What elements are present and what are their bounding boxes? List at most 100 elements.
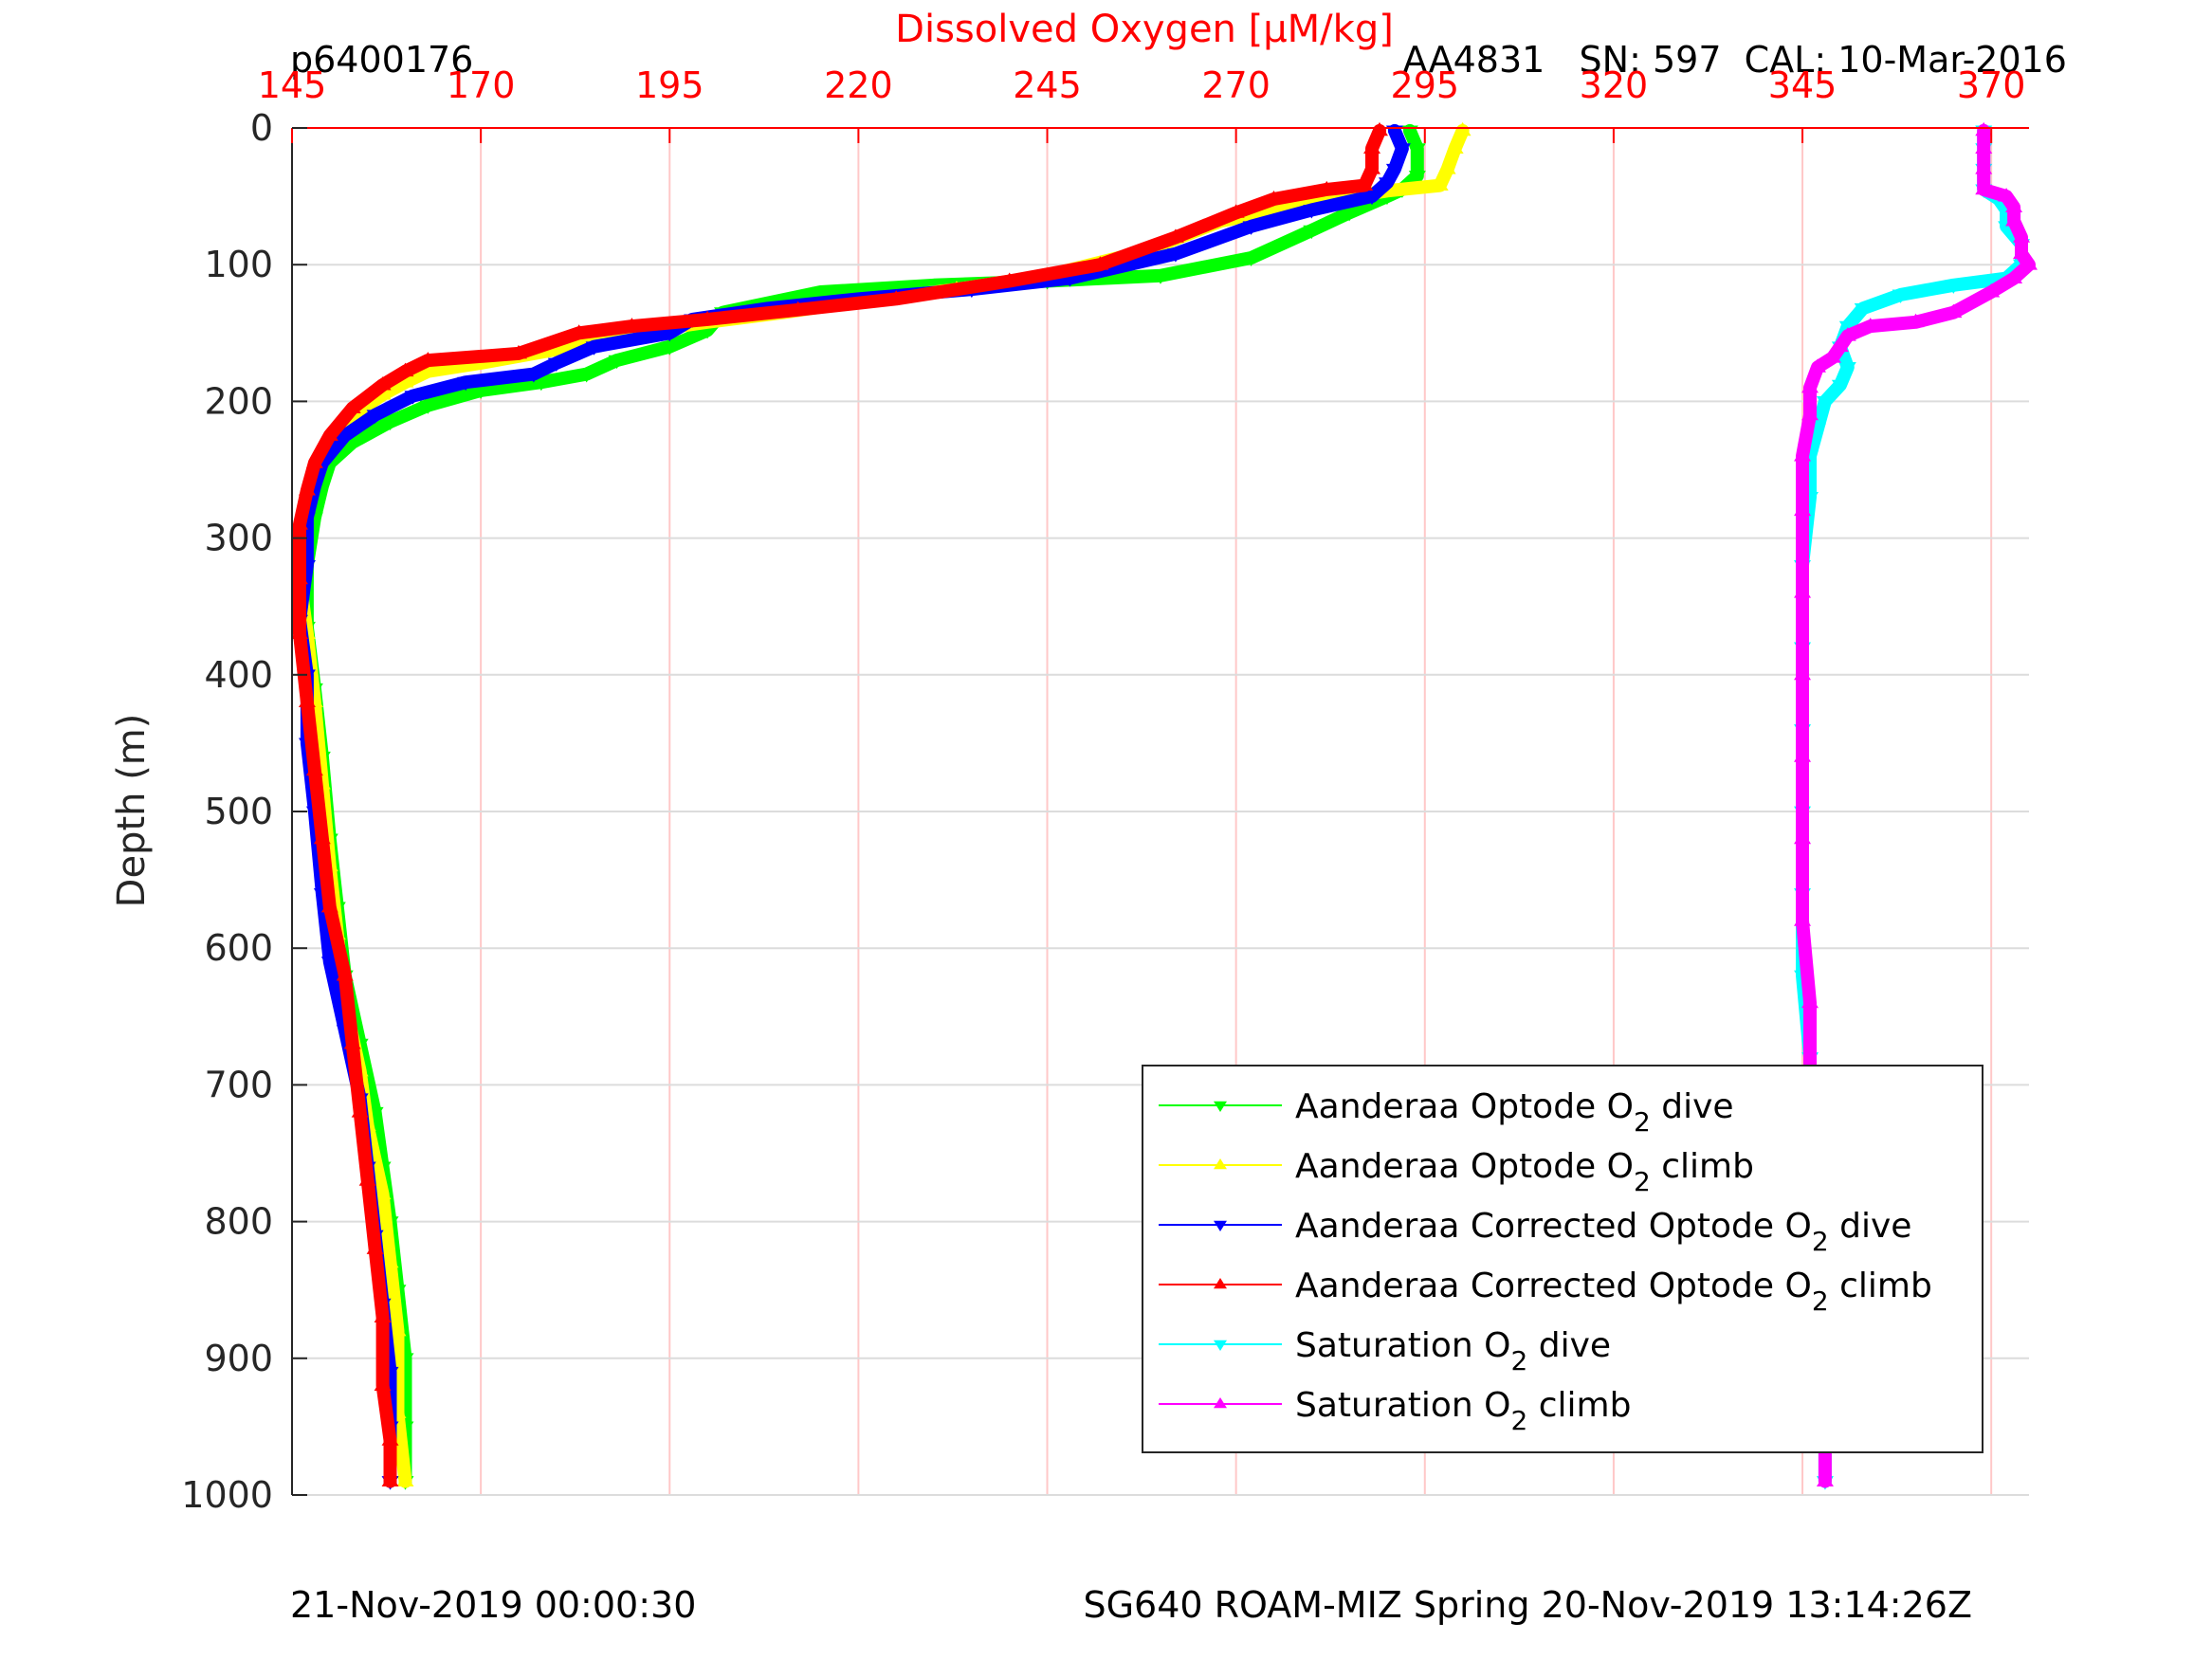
data-point: [1945, 303, 1963, 319]
data-point: [358, 1172, 376, 1186]
y-tick-label: 500: [204, 791, 273, 832]
legend-swatch-marker: [1214, 1340, 1227, 1351]
x-tick-label: 145: [258, 64, 327, 106]
legend-label: Saturation O2 climb: [1295, 1386, 1631, 1436]
data-point: [320, 427, 338, 441]
y-tick-label: 0: [250, 107, 273, 149]
legend-swatch-marker: [1214, 1278, 1227, 1289]
data-point: [1794, 912, 1812, 926]
data-point: [1341, 208, 1359, 222]
x-tick-label: 320: [1580, 64, 1649, 106]
data-point: [887, 290, 905, 304]
data-point: [1152, 270, 1169, 284]
data-point: [290, 516, 308, 530]
data-point: [1794, 830, 1812, 845]
data-point: [1227, 204, 1245, 218]
x-tick-label: 170: [447, 64, 516, 106]
data-point: [1831, 379, 1849, 394]
data-point: [661, 341, 679, 356]
legend-label: Aanderaa Corrected Optode O2 climb: [1295, 1267, 1932, 1317]
x-tick-label: 270: [1201, 64, 1271, 106]
legend-label: Aanderaa Optode O2 dive: [1295, 1087, 1734, 1138]
x-tick-label: 370: [1957, 64, 2026, 106]
data-point: [2013, 228, 2031, 243]
y-tick-label: 100: [204, 244, 273, 285]
x-tick-label: 295: [1391, 64, 1460, 106]
footer-mission: SG640 ROAM-MIZ Spring 20-Nov-2019 13:14:…: [1083, 1584, 1972, 1626]
data-point: [570, 324, 588, 338]
profile-id: p6400176: [290, 39, 473, 81]
data-point: [404, 391, 422, 405]
data-point: [1794, 447, 1812, 462]
data-point: [623, 318, 641, 332]
data-point: [366, 1240, 384, 1254]
data-point: [1446, 139, 1464, 155]
data-point: [1838, 327, 1856, 341]
data-point: [1363, 191, 1381, 206]
data-point: [1794, 748, 1812, 762]
data-point: [290, 625, 308, 639]
data-point: [298, 693, 316, 708]
data-point: [2020, 256, 2038, 270]
data-point: [1975, 180, 1993, 195]
data-point: [1385, 125, 1403, 139]
data-point: [457, 376, 475, 392]
data-point: [585, 341, 603, 356]
data-point: [547, 357, 565, 373]
legend-swatch-marker: [1214, 1397, 1227, 1409]
data-point: [472, 385, 490, 399]
data-point: [343, 1035, 361, 1049]
legend: Aanderaa Optode O2 dive Aanderaa Optode O…: [1142, 1065, 1983, 1453]
data-point: [374, 1185, 392, 1200]
data-point: [374, 376, 392, 391]
legend-box: [1142, 1065, 1983, 1453]
data-point: [1265, 190, 1283, 205]
data-point: [313, 830, 331, 845]
data-point: [1831, 337, 1849, 353]
data-point: [1408, 171, 1426, 185]
data-point: [419, 362, 437, 377]
legend-swatch-marker: [1214, 1101, 1227, 1112]
legend-swatch-marker: [1214, 1158, 1227, 1170]
data-point: [1363, 139, 1381, 155]
data-point: [374, 1376, 392, 1392]
y-tick-labels: 0 100 200 300 400 500 600 700 800 900 1000: [181, 107, 273, 1516]
data-point: [1370, 121, 1388, 137]
data-point: [298, 482, 316, 496]
data-point: [2013, 245, 2031, 260]
data-point: [699, 310, 717, 325]
data-point: [351, 1103, 369, 1118]
data-point: [1892, 289, 1910, 303]
data-point: [1907, 313, 1925, 328]
data-point: [1242, 252, 1260, 266]
data-point: [2005, 269, 2023, 284]
y-tick-label: 700: [204, 1064, 273, 1105]
data-point: [1242, 221, 1260, 235]
data-point: [290, 570, 308, 585]
data-point: [1303, 225, 1321, 240]
data-point: [396, 374, 414, 388]
legend-label: Aanderaa Corrected Optode O2 dive: [1295, 1207, 1911, 1257]
data-point: [2005, 198, 2023, 213]
data-point: [524, 369, 542, 383]
legend-label: Aanderaa Optode O2 climb: [1295, 1147, 1754, 1197]
data-point: [1838, 361, 1856, 376]
data-point: [1431, 176, 1449, 191]
data-point: [419, 352, 437, 366]
data-point: [396, 362, 414, 377]
data-point: [320, 898, 338, 913]
data-point: [532, 376, 550, 392]
data-point: [1393, 143, 1411, 157]
x-axis-label: Dissolved Oxygen [μM/kg]: [895, 8, 1394, 51]
y-tick-label: 800: [204, 1201, 273, 1243]
axes: [291, 127, 2029, 1496]
data-point: [381, 1253, 399, 1268]
x-tick-labels: 145 170 195 220 245 270 295 320 345 370: [258, 64, 2026, 106]
y-tick-label: 400: [204, 654, 273, 696]
x-tick-label: 195: [635, 64, 704, 106]
data-point: [1983, 283, 2001, 298]
data-point: [1998, 188, 2016, 202]
data-point: [2005, 212, 2023, 227]
y-axis-label: Depth (m): [110, 714, 154, 908]
data-point: [1378, 177, 1396, 191]
